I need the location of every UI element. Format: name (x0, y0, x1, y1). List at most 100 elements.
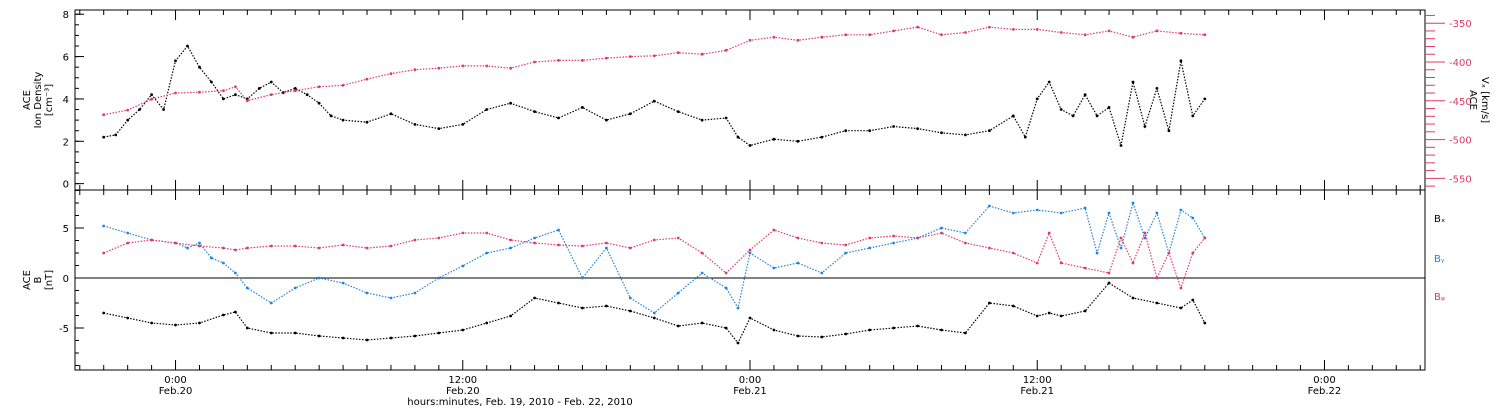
data-point (652, 238, 656, 242)
data-point (581, 276, 584, 280)
data-point (245, 286, 249, 290)
y-axis-label-line: Ion Density (33, 72, 44, 129)
bottom-ticks: -5 0 5 (59, 190, 1425, 370)
x-tick-time: 0:00 (164, 375, 186, 386)
data-point (628, 296, 632, 300)
data-point (1203, 236, 1207, 240)
data-point (1071, 114, 1075, 118)
data-point (533, 296, 536, 300)
data-point (293, 331, 297, 335)
data-point (245, 99, 249, 103)
data-point (700, 251, 704, 255)
data-point (245, 326, 249, 330)
data-point (269, 93, 273, 96)
data-point (413, 68, 417, 72)
data-point (210, 80, 213, 84)
data-point (1047, 311, 1051, 315)
data-point (868, 236, 872, 240)
data-point (341, 83, 345, 87)
data-point (102, 135, 106, 139)
data-point (413, 238, 417, 242)
data-point (509, 101, 512, 105)
data-point (892, 234, 895, 238)
time-axis-title: hours:minutes, Feb. 19, 2010 - Feb. 22, … (407, 397, 632, 408)
data-point (293, 87, 297, 90)
data-point (605, 118, 608, 122)
data-point (533, 236, 536, 240)
data-point (1083, 266, 1087, 270)
data-point (317, 101, 321, 105)
data-point (126, 316, 130, 320)
data-point (1155, 301, 1159, 305)
data-point (964, 231, 967, 235)
data-point (509, 246, 512, 250)
data-point (1143, 125, 1147, 128)
data-point (988, 246, 991, 250)
x-tick-date: Feb.21 (733, 386, 767, 397)
data-point (413, 291, 417, 295)
data-point (485, 231, 489, 235)
data-point (844, 33, 848, 37)
data-point (1131, 296, 1135, 300)
data-point (700, 321, 704, 325)
data-point (461, 328, 465, 332)
data-point (1035, 314, 1039, 318)
data-point (461, 123, 465, 126)
data-point (150, 93, 154, 97)
data-point (820, 241, 824, 245)
data-point (317, 85, 321, 89)
data-point (1191, 298, 1195, 302)
data-point (605, 304, 608, 308)
series-line-s0 (103, 44, 1206, 147)
series-line-s1 (103, 26, 1205, 116)
data-point (389, 112, 393, 116)
y-axis-label-line: ACE (22, 90, 33, 110)
y-tick-label: 2 (63, 137, 69, 148)
data-point (652, 316, 656, 320)
data-point (1047, 80, 1051, 84)
data-point (509, 66, 512, 70)
data-point (724, 286, 728, 290)
data-point (509, 238, 512, 242)
ion-density-axis-label: ACE Ion Density [cm⁻³] (22, 72, 55, 129)
data-point (1119, 144, 1123, 147)
y2-axis-label-line: ACE (1467, 90, 1478, 110)
data-point (437, 236, 441, 240)
data-point (329, 114, 333, 118)
data-point (485, 321, 489, 325)
y-axis-label-line: [nT] (44, 270, 55, 290)
data-point (940, 226, 943, 230)
data-point (605, 56, 608, 60)
data-point (461, 264, 465, 268)
data-point (1095, 251, 1099, 255)
data-point (126, 241, 130, 245)
data-point (820, 135, 824, 139)
data-point (1179, 31, 1183, 35)
data-point (126, 108, 130, 112)
data-point (509, 314, 512, 318)
data-point (988, 204, 991, 208)
data-point (234, 93, 237, 97)
field-component-legend: Bₓ Bᵧ Bᵩ (1434, 214, 1445, 303)
data-point (174, 59, 177, 63)
data-point (1107, 106, 1111, 109)
data-point (892, 326, 895, 330)
data-point (676, 51, 680, 55)
data-point (736, 341, 740, 345)
x-tick-date: Feb.20 (446, 386, 480, 397)
data-point (581, 244, 584, 248)
data-point (700, 271, 704, 275)
data-point (940, 231, 943, 235)
data-point (150, 238, 154, 242)
data-point (485, 64, 489, 68)
data-point (748, 38, 752, 42)
data-point (1119, 236, 1123, 240)
bottom-plot-frame (74, 189, 1426, 371)
x-tick-date: Feb.22 (1308, 386, 1342, 397)
data-point (1167, 251, 1171, 255)
data-point (676, 110, 680, 113)
y2-tick-label: -550 (1449, 174, 1472, 185)
data-point (1191, 251, 1195, 255)
data-point (269, 331, 273, 335)
